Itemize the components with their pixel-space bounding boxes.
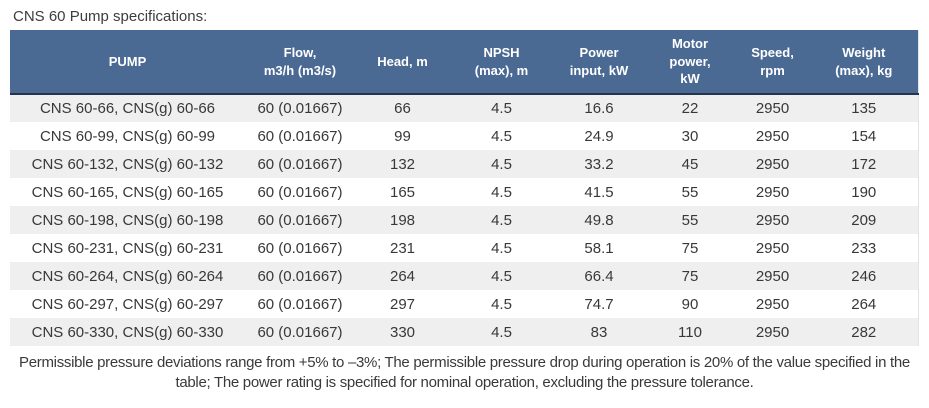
table-cell-head: 330	[389, 323, 416, 341]
table-cell-pump: CNS 60-132, CNS(g) 60-132	[31, 155, 224, 173]
table-cell-speed: 2950	[755, 267, 790, 285]
table-cell-pump: CNS 60-297, CNS(g) 60-297	[31, 295, 224, 313]
table-cell-head: 198	[389, 211, 416, 229]
table-cell-motor_power: 55	[681, 211, 699, 229]
column-header-weight: Weight (max), kg	[810, 30, 918, 95]
table-row: CNS 60-297, CNS(g) 60-297 60 (0.01667) 297…	[10, 290, 918, 318]
table-cell-head: 66	[394, 100, 411, 117]
table-cell-head: 264	[389, 267, 416, 285]
table-cell-head: 231	[389, 239, 416, 257]
table-cell-npsh: 4.5	[491, 183, 512, 201]
column-header-pump: PUMP	[10, 30, 245, 95]
table-body: CNS 60-66, CNS(g) 60-66 60 (0.01667) 66 4.5…	[10, 94, 918, 346]
table-cell-npsh: 4.5	[491, 267, 512, 285]
table-cell-pump: CNS 60-165, CNS(g) 60-165	[31, 183, 224, 201]
table-cell-flow: 60 (0.01667)	[257, 155, 343, 173]
table-cell-speed: 2950	[755, 239, 790, 257]
table-cell-head: 99	[394, 127, 411, 145]
table-cell-npsh: 4.5	[491, 211, 512, 229]
table-cell-flow: 60 (0.01667)	[257, 323, 343, 341]
table-cell-flow: 60 (0.01667)	[257, 295, 343, 313]
table-cell-pump: CNS 60-99, CNS(g) 60-99	[39, 127, 216, 145]
table-cell-power_input: 49.8	[584, 211, 614, 229]
table-cell-motor_power: 22	[681, 100, 699, 117]
table-cell-motor_power: 110	[678, 323, 702, 341]
table-cell-flow: 60 (0.01667)	[257, 239, 343, 257]
column-header-head: Head, m	[355, 30, 450, 95]
table-cell-speed: 2950	[755, 295, 790, 313]
table-cell-speed: 2950	[755, 127, 790, 145]
table-cell-power_input: 66.4	[584, 267, 614, 285]
table-row: CNS 60-330, CNS(g) 60-330 60 (0.01667) 330…	[10, 318, 918, 346]
column-header-npsh: NPSH (max), m	[450, 30, 553, 95]
table-cell-pump: CNS 60-231, CNS(g) 60-231	[31, 239, 224, 257]
table-cell-motor_power: 75	[681, 267, 699, 285]
table-cell-weight: 282	[851, 323, 877, 341]
table-cell-weight: 190	[851, 183, 877, 201]
table-cell-power_input: 41.5	[584, 183, 614, 201]
table-row: CNS 60-198, CNS(g) 60-198 60 (0.01667) 198…	[10, 206, 918, 234]
table-cell-flow: 60 (0.01667)	[257, 127, 343, 145]
table-cell-weight: 209	[851, 211, 877, 229]
table-cell-weight: 172	[851, 155, 877, 173]
table-cell-speed: 2950	[755, 100, 790, 117]
footer-note: Permissible pressure deviations range fr…	[19, 354, 910, 392]
table-row: CNS 60-66, CNS(g) 60-66 60 (0.01667) 66 4.5…	[10, 94, 918, 122]
table-cell-weight: 264	[851, 295, 877, 313]
table-cell-npsh: 4.5	[491, 100, 512, 117]
table-cell-speed: 2950	[755, 155, 790, 173]
column-header-power-input: Power input, kW	[553, 30, 645, 95]
table-cell-weight: 246	[851, 267, 877, 285]
header-row: PUMP Flow, m3/h (m3/s) Head, m NPSH (max…	[10, 30, 918, 95]
pump-spec-table: PUMP Flow, m3/h (m3/s) Head, m NPSH (max…	[10, 30, 919, 346]
column-header-speed: Speed, rpm	[735, 30, 810, 95]
table-cell-head: 165	[389, 183, 416, 201]
table-cell-pump: CNS 60-66, CNS(g) 60-66	[39, 100, 216, 117]
table-cell-flow: 60 (0.01667)	[257, 211, 343, 229]
table-cell-weight: 233	[851, 239, 877, 257]
page-title: CNS 60 Pump specifications:	[13, 8, 208, 25]
table-cell-motor_power: 30	[681, 127, 699, 145]
table-cell-power_input: 33.2	[584, 155, 614, 173]
table-cell-weight: 154	[851, 127, 877, 145]
table-cell-npsh: 4.5	[491, 239, 512, 257]
table-cell-head: 297	[389, 295, 416, 313]
column-header-motor-power: Motor power, kW	[645, 30, 735, 95]
table-cell-pump: CNS 60-264, CNS(g) 60-264	[31, 267, 224, 285]
column-header-flow: Flow, m3/h (m3/s)	[245, 30, 355, 95]
table-cell-pump: CNS 60-198, CNS(g) 60-198	[31, 211, 224, 229]
table-cell-power_input: 58.1	[584, 239, 614, 257]
table-cell-power_input: 83	[590, 323, 608, 341]
table-row: CNS 60-132, CNS(g) 60-132 60 (0.01667) 132…	[10, 150, 918, 178]
table-cell-head: 132	[389, 155, 416, 173]
table-row: CNS 60-165, CNS(g) 60-165 60 (0.01667) 165…	[10, 178, 918, 206]
table-cell-power_input: 16.6	[584, 100, 614, 117]
table-row: CNS 60-264, CNS(g) 60-264 60 (0.01667) 264…	[10, 262, 918, 290]
table-cell-npsh: 4.5	[491, 155, 512, 173]
table-cell-speed: 2950	[755, 183, 790, 201]
table-cell-flow: 60 (0.01667)	[257, 100, 343, 117]
table-cell-motor_power: 75	[681, 239, 699, 257]
table-cell-motor_power: 45	[681, 155, 699, 173]
table-cell-flow: 60 (0.01667)	[257, 183, 343, 201]
table-cell-motor_power: 90	[681, 295, 699, 313]
table-header: PUMP Flow, m3/h (m3/s) Head, m NPSH (max…	[10, 30, 918, 95]
table-cell-motor_power: 55	[681, 183, 699, 201]
table-row: CNS 60-99, CNS(g) 60-99 60 (0.01667) 99 4.5…	[10, 122, 918, 150]
table-cell-speed: 2950	[755, 211, 790, 229]
table-cell-flow: 60 (0.01667)	[257, 267, 343, 285]
table-cell-speed: 2950	[755, 323, 790, 341]
table-cell-npsh: 4.5	[491, 295, 512, 313]
table-cell-power_input: 74.7	[584, 295, 614, 313]
table-cell-power_input: 24.9	[584, 127, 614, 145]
table-cell-npsh: 4.5	[491, 127, 512, 145]
table-row: CNS 60-231, CNS(g) 60-231 60 (0.01667) 231…	[10, 234, 918, 262]
table-cell-npsh: 4.5	[491, 323, 512, 341]
table-cell-pump: CNS 60-330, CNS(g) 60-330	[31, 323, 224, 341]
table-cell-weight: 135	[851, 100, 877, 117]
